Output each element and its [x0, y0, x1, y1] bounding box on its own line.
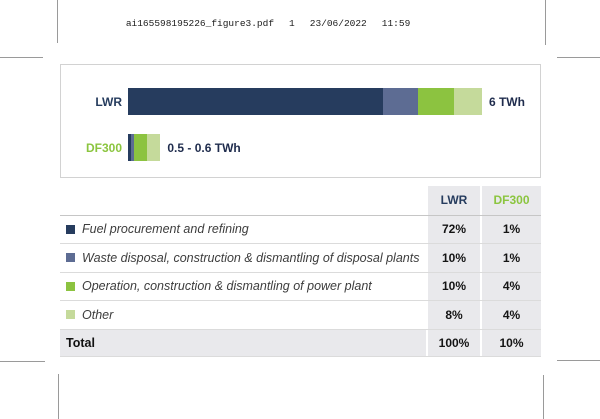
print-header-page-number: 1: [289, 18, 295, 29]
crop-mark-bottom-right-horizontal: [557, 360, 600, 361]
df300-value: 4%: [482, 301, 541, 329]
print-header: ai165598195226_figure3.pdf 1 23/06/2022 11:…: [103, 7, 410, 40]
total-label: Total: [66, 335, 95, 350]
row-label: Other: [82, 307, 114, 322]
crop-mark-bottom-right-vertical: [543, 375, 544, 419]
print-header-time: 11:59: [381, 18, 411, 29]
row-label: Operation, construction & dismantling of…: [82, 279, 372, 294]
lwr-value: 10%: [428, 244, 480, 272]
table-header-empty-cell: [60, 186, 426, 215]
row-label-cell: Other: [60, 301, 426, 329]
bar-segment: [453, 88, 482, 115]
row-label-cell: Waste disposal, construction & dismantli…: [60, 244, 426, 272]
row-label-cell: Operation, construction & dismantling of…: [60, 273, 426, 301]
lwr-value: 8%: [428, 301, 480, 329]
bar-segment: [147, 134, 161, 161]
print-header-filename: ai165598195226_figure3.pdf: [125, 18, 275, 29]
breakdown-table: LWR DF300 Fuel procurement and refining …: [60, 186, 541, 357]
bar-segment: [382, 88, 419, 115]
table-row-fuel: Fuel procurement and refining 72% 1%: [60, 214, 541, 244]
bar-segment: [134, 134, 148, 161]
df300-value: 1%: [482, 244, 541, 272]
lwr-value: 72%: [428, 215, 480, 243]
table-row-other: Other 8% 4%: [60, 300, 541, 329]
crop-mark-top-right-vertical: [545, 0, 546, 45]
df300-value: 4%: [482, 272, 541, 300]
crop-mark-bottom-left-vertical: [58, 374, 59, 419]
row-label: Waste disposal, construction & dismantli…: [82, 250, 420, 265]
row-label-cell: Total: [60, 329, 426, 356]
table-row-total: Total 100% 10%: [60, 328, 541, 357]
legend-swatch-waste-icon: [66, 253, 75, 263]
crop-mark-top-right-horizontal: [557, 57, 600, 58]
bar-label-lwr: LWR: [95, 94, 122, 109]
column-header-df300: DF300: [482, 186, 541, 215]
crop-mark-bottom-left-horizontal: [0, 361, 45, 362]
chart-panel: LWR 6 TWh DF300 0.5 - 0.6 TWh: [60, 64, 541, 178]
print-header-date: 23/06/2022: [309, 18, 367, 29]
bar-segment: [128, 134, 132, 161]
df300-total-value: 10%: [482, 329, 541, 356]
bar-label-df300: DF300: [85, 140, 122, 155]
row-label-cell: Fuel procurement and refining: [60, 216, 426, 244]
bar-value-lwr: 6 TWh: [488, 94, 525, 109]
bar-segment: [128, 88, 383, 115]
legend-swatch-fuel-icon: [66, 224, 75, 234]
bar-segment: [418, 88, 454, 115]
bar-segment: [131, 134, 135, 161]
table-row-operation: Operation, construction & dismantling of…: [60, 271, 541, 301]
legend-swatch-operation-icon: [66, 281, 75, 291]
table-header-row: LWR DF300: [60, 186, 541, 215]
stacked-bar-lwr: [128, 88, 482, 115]
stacked-bar-df300: [128, 134, 161, 161]
lwr-value: 10%: [428, 272, 480, 300]
column-header-lwr: LWR: [428, 186, 480, 215]
df300-value: 1%: [482, 215, 541, 243]
chart-row-lwr: LWR 6 TWh: [61, 88, 525, 115]
table-row-waste: Waste disposal, construction & dismantli…: [60, 243, 541, 272]
row-label: Fuel procurement and refining: [82, 222, 249, 237]
legend-swatch-other-icon: [66, 310, 75, 320]
bar-value-df300: 0.5 - 0.6 TWh: [167, 140, 241, 155]
crop-mark-top-left-horizontal: [0, 57, 43, 58]
lwr-total-value: 100%: [428, 329, 480, 356]
crop-mark-top-left-vertical: [57, 0, 58, 43]
chart-row-df300: DF300 0.5 - 0.6 TWh: [61, 134, 241, 161]
